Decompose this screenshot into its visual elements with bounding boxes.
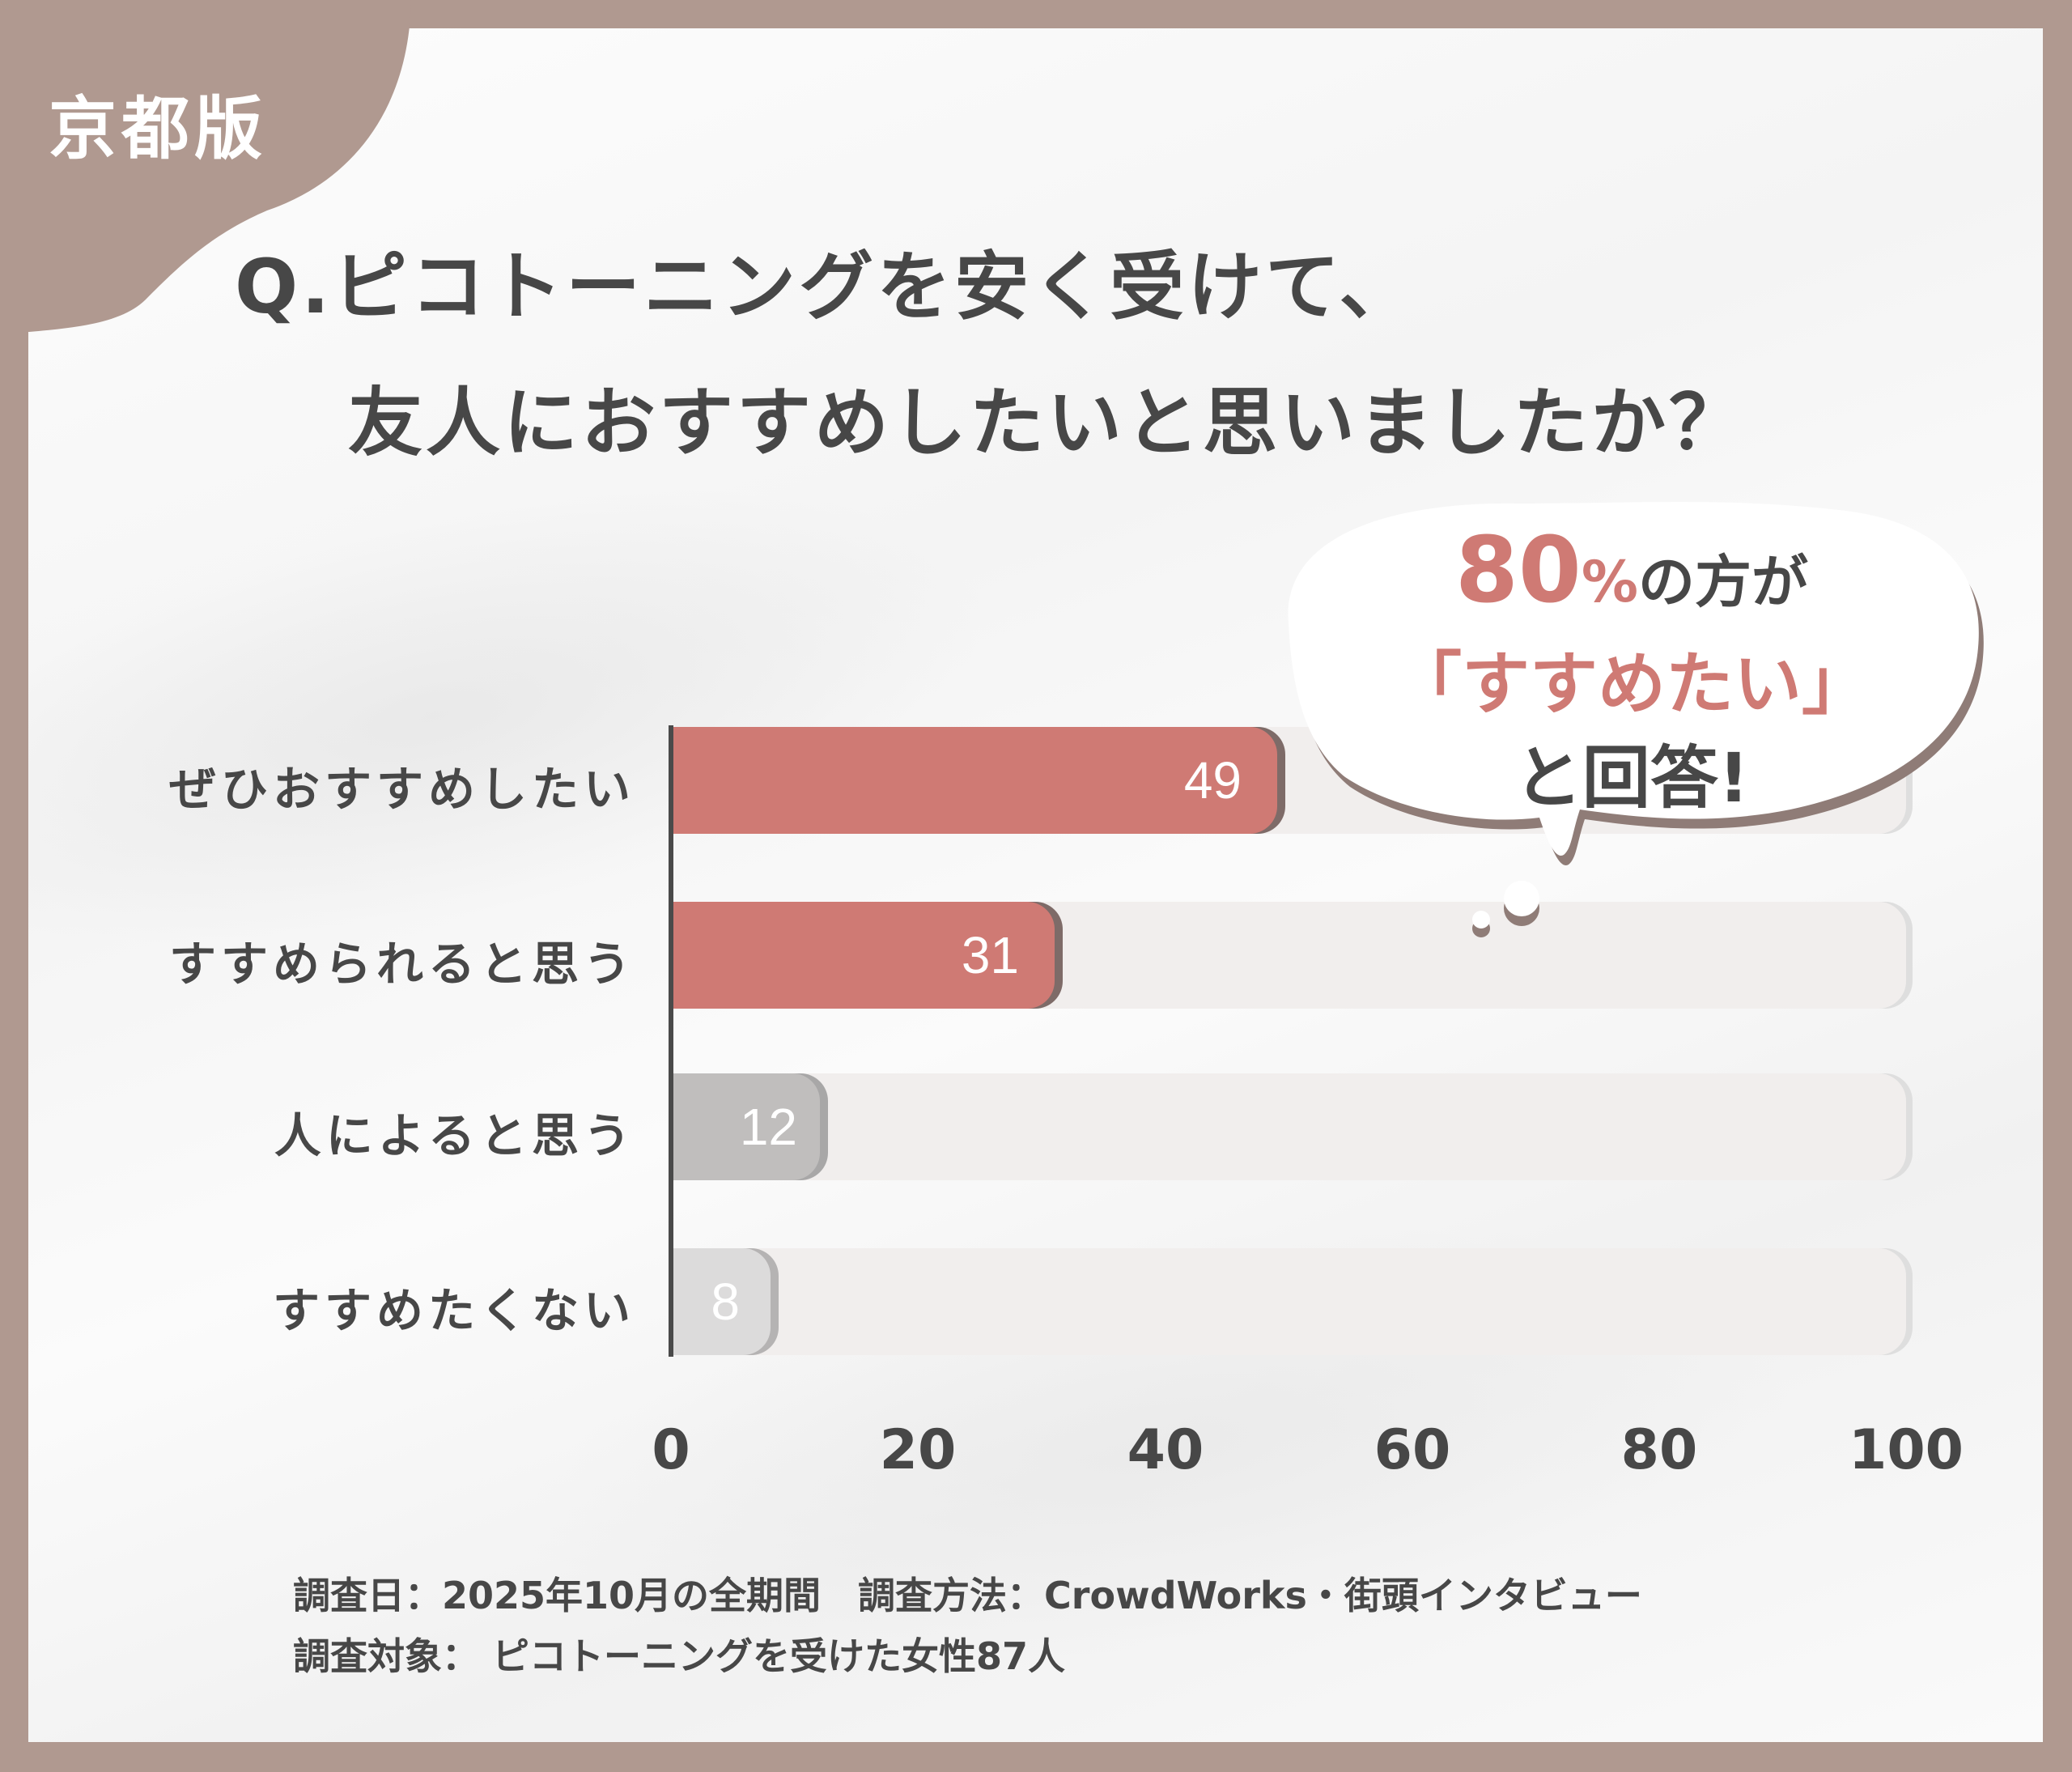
question-title-line-1: Q.ピコトーニングを安く受けて、 (235, 244, 1417, 330)
x-tick: 0 (652, 1418, 690, 1482)
bar-not-recommend: 8 (672, 1248, 771, 1355)
bar-track (672, 1073, 1906, 1180)
bar-could-recommend: 31 (672, 902, 1055, 1009)
callout-percent-sign: % (1581, 549, 1638, 615)
callout-percent-value: 80 (1455, 518, 1582, 623)
callout-line-1-rest: の方が (1638, 549, 1808, 615)
callout-line-3: と回答! (1514, 738, 1750, 818)
x-tick: 40 (1127, 1418, 1204, 1482)
category-label: 人によると思う (274, 1108, 635, 1163)
callout-line-2: 「すすめたい」 (1393, 644, 1870, 724)
survey-note-line-1: 調査日：2025年10月の全期間 調査方法：CrowdWorks・街頭インタビュ… (293, 1574, 1642, 1617)
category-label: すすめられると思う (168, 937, 635, 992)
x-tick: 80 (1620, 1418, 1698, 1482)
bar-value: 8 (711, 1273, 740, 1331)
x-tick: 60 (1374, 1418, 1451, 1482)
corner-wave-decoration (0, 0, 411, 332)
bar-strongly-recommend: 49 (672, 727, 1277, 834)
bar-value: 49 (1183, 751, 1242, 810)
bar-depends-on-person: 12 (672, 1073, 820, 1180)
bar-track (672, 1248, 1906, 1355)
edition-badge: 京都版 (49, 89, 268, 168)
infographic-panel (28, 28, 2043, 1742)
bar-value: 12 (739, 1098, 797, 1156)
bar-value: 31 (961, 926, 1019, 984)
callout-line-1: 80%の方が (1272, 518, 1991, 623)
bubble-tail-dots (1472, 881, 1539, 937)
question-title-line-2: 友人におすすめしたいと思いましたか？ (348, 380, 1747, 466)
speech-bubble (1288, 502, 1984, 865)
x-tick: 20 (879, 1418, 957, 1482)
y-axis-line (669, 725, 673, 1357)
survey-note-line-2: 調査対象： ピコトーニングを受けた女性87人 (293, 1634, 1066, 1678)
category-label: すすめたくない (272, 1283, 635, 1338)
x-tick: 100 (1849, 1418, 1964, 1482)
category-label: ぜひおすすめしたい (168, 762, 635, 817)
